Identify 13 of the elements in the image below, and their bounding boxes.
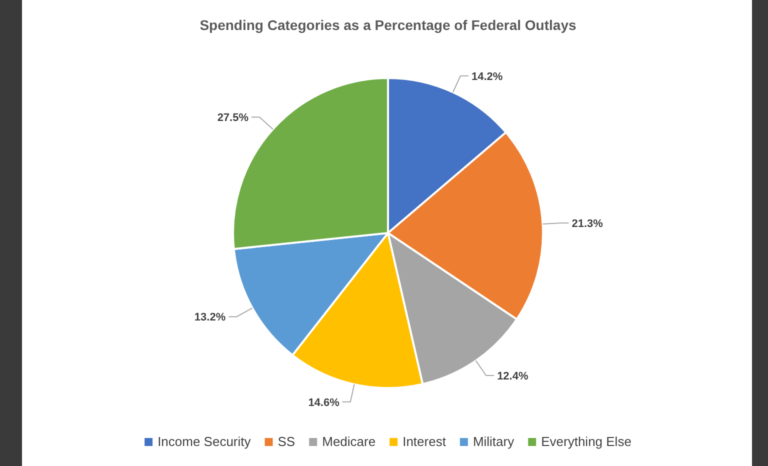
legend-label: Interest — [402, 434, 446, 449]
data-label: 27.5% — [217, 112, 249, 124]
legend-label: SS — [278, 434, 296, 449]
data-label: 14.6% — [308, 396, 340, 409]
legend-label: Military — [472, 434, 515, 449]
chart-title: Spending Categories as a Percentage of Federal Outlays — [200, 17, 576, 33]
data-label: 14.2% — [471, 70, 503, 83]
data-label: 13.2% — [194, 312, 226, 324]
legend-label: Income Security — [158, 434, 252, 449]
data-label: 12.4% — [497, 370, 528, 383]
legend-label: Medicare — [322, 434, 376, 449]
data-label: 21.3% — [572, 218, 604, 230]
legend-label: Everything Else — [541, 434, 632, 449]
